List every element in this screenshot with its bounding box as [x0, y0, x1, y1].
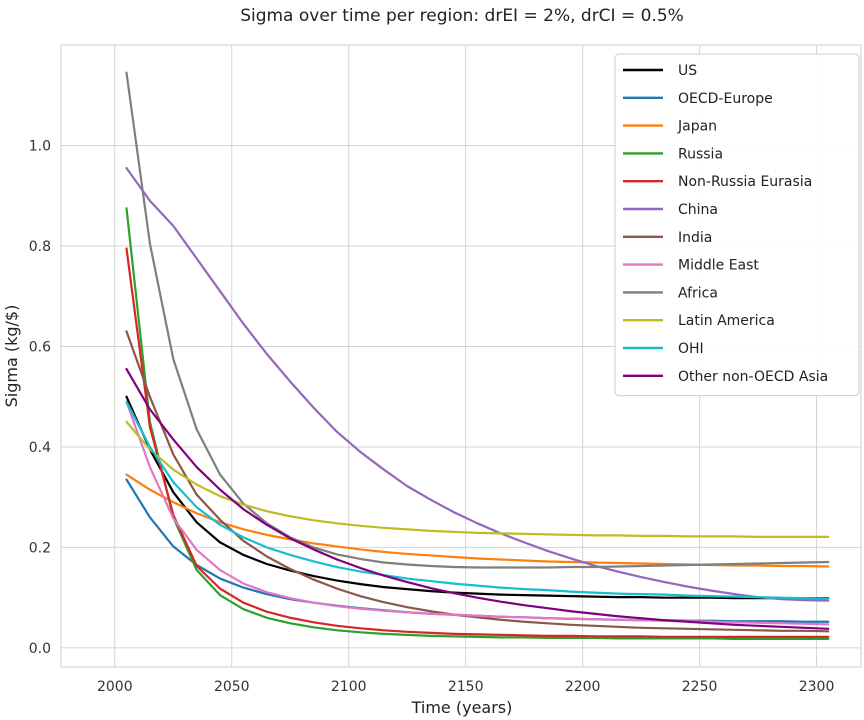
y-tick-label: 0.0 [29, 641, 51, 657]
legend-label-middle-east: Middle East [678, 258, 759, 274]
legend-label-other-non-oecd-asia: Other non-OECD Asia [678, 369, 828, 385]
x-tick-label: 2000 [97, 679, 133, 695]
legend: US OECD-Europe Japan Russia Non-Russia Euras… [614, 53, 860, 397]
x-tick-label: 2300 [799, 679, 835, 695]
y-tick-label: 0.2 [29, 540, 51, 556]
x-tick-label: 2050 [214, 679, 250, 695]
y-tick-label: 0.4 [29, 440, 51, 456]
x-tick-label: 2250 [682, 679, 718, 695]
series-line-us [125, 395, 830, 600]
y-tick-label: 0.8 [29, 239, 51, 255]
series-line-other-non-oecd-asia [125, 367, 830, 630]
series-line-non-russia-eurasia [125, 247, 830, 638]
legend-label-non-russia-eurasia: Non-Russia Eurasia [678, 174, 812, 190]
legend-label-ohi: OHI [678, 341, 704, 357]
legend-label-china: China [678, 202, 718, 218]
x-tick-label: 2100 [331, 679, 367, 695]
legend-label-russia: Russia [678, 146, 723, 162]
legend-label-india: India [678, 230, 712, 246]
y-tick-label: 0.6 [29, 339, 51, 355]
y-tick-label: 1.0 [29, 138, 51, 154]
series-line-middle-east [125, 400, 830, 626]
series-line-china [125, 166, 830, 602]
chart-title: Sigma over time per region: drEI = 2%, d… [240, 6, 684, 26]
x-tick-label: 2200 [565, 679, 601, 695]
legend-label-africa: Africa [678, 285, 718, 301]
legend-label-us: US [678, 63, 697, 79]
legend-box [614, 53, 860, 397]
legend-label-oecd-europe: OECD-Europe [678, 91, 773, 107]
legend-label-japan: Japan [677, 119, 717, 135]
series-line-india [125, 330, 830, 633]
x-tick-label: 2150 [448, 679, 484, 695]
series-line-russia [125, 207, 830, 640]
series-line-ohi [125, 400, 830, 600]
y-axis-label: Sigma (kg/$) [2, 305, 21, 408]
legend-label-latin-america: Latin America [678, 313, 775, 329]
x-axis-label: Time (years) [411, 698, 513, 717]
series-line-latin-america [125, 420, 830, 538]
